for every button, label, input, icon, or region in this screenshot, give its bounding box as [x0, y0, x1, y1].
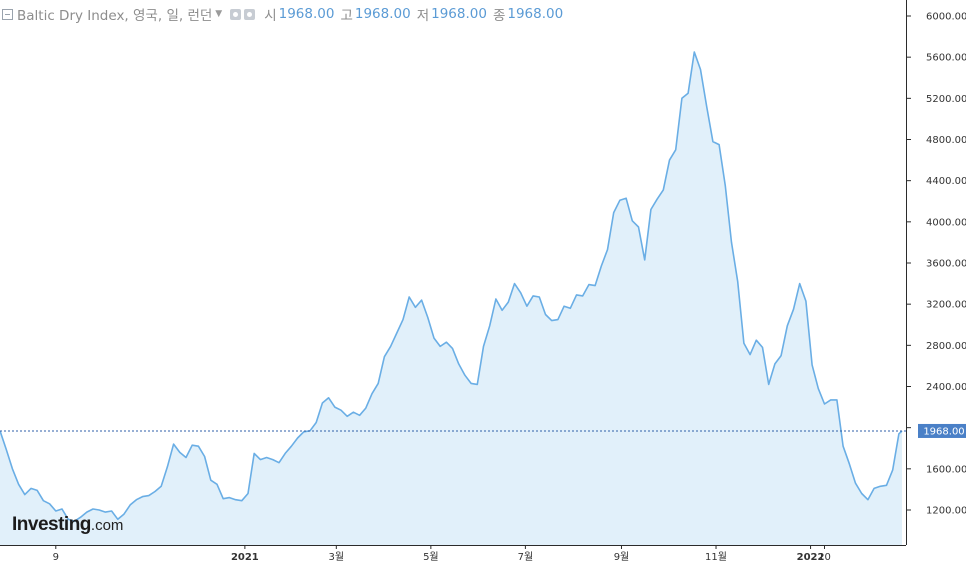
y-tick-label: 2400.00	[926, 382, 966, 393]
x-tick-label: 9	[53, 552, 59, 562]
y-tick-label: 4000.00	[926, 217, 966, 228]
y-tick-label: 5600.00	[926, 53, 966, 64]
high-value: 1968.00	[354, 6, 411, 22]
y-tick-label: 6000.00	[926, 12, 966, 23]
x-tick-label: 2021	[231, 552, 259, 562]
logo-suffix: .com	[90, 517, 124, 534]
settings-icon[interactable]	[230, 8, 242, 20]
close-value: 1968.00	[507, 6, 564, 22]
low-label: 저	[416, 8, 430, 24]
open-value: 1968.00	[278, 6, 335, 22]
eye-icon[interactable]	[244, 8, 256, 20]
high-label: 고	[340, 8, 353, 24]
x-tick-label: 10	[818, 552, 831, 562]
current-value-badge	[918, 423, 966, 438]
chart-header: Baltic Dry Index, 영국, 일, 런던 ▼ 시 1968.00 …	[2, 4, 563, 24]
area-fill	[0, 52, 902, 545]
logo-brand: Investing	[12, 514, 91, 535]
x-tick-label: 11월	[705, 551, 727, 562]
investing-logo: Investing.com	[12, 514, 123, 536]
open-label: 시	[264, 8, 277, 24]
x-tick-label: 9월	[614, 551, 630, 562]
y-tick-label: 5200.00	[926, 94, 966, 105]
y-tick-label: 3600.00	[926, 259, 966, 270]
x-tick-label: 5월	[423, 551, 439, 562]
series-line	[0, 51, 903, 523]
low-value: 1968.00	[431, 6, 487, 22]
caret-down-icon[interactable]: ▼	[215, 9, 223, 19]
instrument-title[interactable]: Baltic Dry Index, 영국, 일, 런던	[17, 8, 213, 24]
y-tick-label: 4800.00	[926, 135, 966, 146]
y-tick-label: 1200.00	[926, 506, 966, 517]
close-label: 종	[492, 8, 506, 24]
x-tick-label: 7월	[518, 551, 534, 562]
y-tick-label: 4400.00	[926, 176, 966, 187]
y-tick-label: 2800.00	[926, 341, 966, 352]
y-tick-label: 3200.00	[926, 300, 966, 311]
x-tick-label: 3월	[329, 551, 345, 562]
x-tick-label: 2022	[797, 552, 825, 562]
current-value-label: 1968.00	[923, 426, 964, 437]
y-tick-label: 1600.00	[926, 464, 966, 475]
collapse-icon[interactable]	[2, 8, 13, 20]
